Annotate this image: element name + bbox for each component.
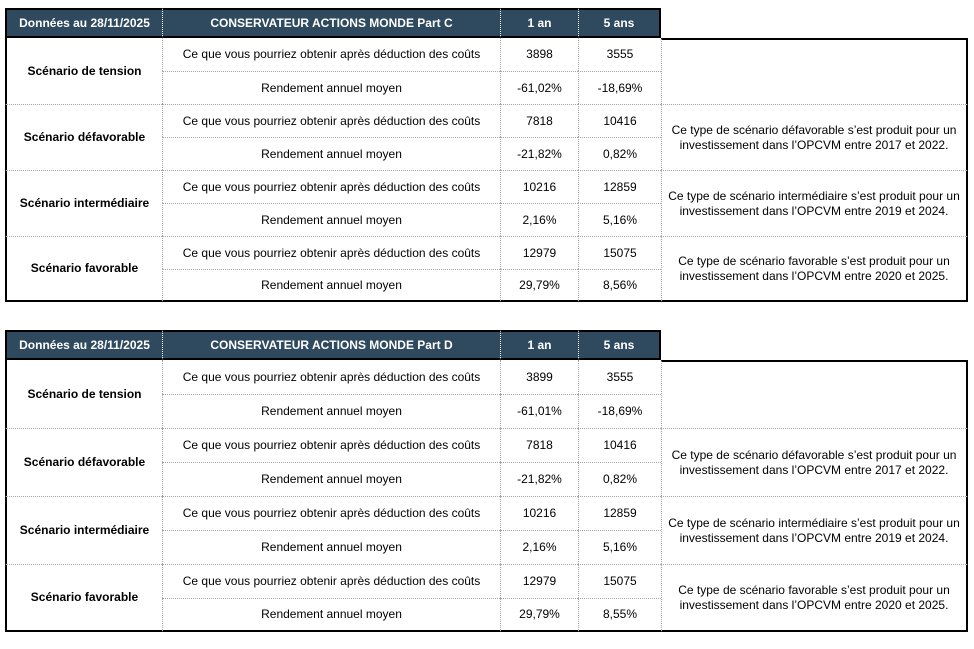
payout-5y-value: 3555 [578, 38, 661, 71]
return-5y-value: -18,69% [578, 71, 661, 104]
payout-after-costs-label: Ce que vous pourriez obtenir après déduc… [162, 496, 500, 530]
payout-1y-value: 12979 [500, 236, 578, 269]
return-1y-value: 29,79% [500, 598, 578, 632]
return-1y-value: 29,79% [500, 269, 578, 302]
payout-1y-value: 10216 [500, 496, 578, 530]
return-5y-value: 8,56% [578, 269, 661, 302]
return-5y-value: 8,55% [578, 598, 661, 632]
scenario-note: Ce type de scénario favorable s’est prod… [661, 564, 968, 632]
return-5y-value: 0,82% [578, 462, 661, 496]
average-return-label: Rendement annuel moyen [162, 203, 500, 236]
payout-after-costs-label: Ce que vous pourriez obtenir après déduc… [162, 564, 500, 598]
fund-name-header: CONSERVATEUR ACTIONS MONDE Part D [162, 330, 500, 360]
payout-1y-value: 10216 [500, 170, 578, 203]
payout-after-costs-label: Ce que vous pourriez obtenir après déduc… [162, 170, 500, 203]
scenario-name: Scénario de tension [5, 360, 162, 428]
average-return-label: Rendement annuel moyen [162, 137, 500, 170]
payout-5y-value: 15075 [578, 236, 661, 269]
header-spacer [661, 8, 968, 38]
payout-5y-value: 10416 [578, 428, 661, 462]
scenario-note: Ce type de scénario intermédiaire s’est … [661, 496, 968, 564]
return-1y-value: -61,01% [500, 394, 578, 428]
performance-scenarios-table-part-d: Données au 28/11/2025 CONSERVATEUR ACTIO… [5, 330, 968, 632]
scenario-name: Scénario favorable [5, 564, 162, 632]
col-header-1-year: 1 an [500, 330, 578, 360]
scenario-note [661, 38, 968, 104]
data-date-header: Données au 28/11/2025 [5, 330, 162, 360]
scenario-name: Scénario défavorable [5, 428, 162, 496]
payout-after-costs-label: Ce que vous pourriez obtenir après déduc… [162, 104, 500, 137]
return-1y-value: -21,82% [500, 137, 578, 170]
scenario-note: Ce type de scénario défavorable s’est pr… [661, 104, 968, 170]
scenario-note: Ce type de scénario favorable s’est prod… [661, 236, 968, 302]
average-return-label: Rendement annuel moyen [162, 462, 500, 496]
payout-5y-value: 10416 [578, 104, 661, 137]
payout-after-costs-label: Ce que vous pourriez obtenir après déduc… [162, 360, 500, 394]
payout-5y-value: 15075 [578, 564, 661, 598]
average-return-label: Rendement annuel moyen [162, 530, 500, 564]
return-1y-value: 2,16% [500, 203, 578, 236]
scenario-note: Ce type de scénario défavorable s’est pr… [661, 428, 968, 496]
col-header-5-years: 5 ans [578, 8, 661, 38]
payout-after-costs-label: Ce que vous pourriez obtenir après déduc… [162, 236, 500, 269]
scenario-note [661, 360, 968, 428]
scenario-name: Scénario défavorable [5, 104, 162, 170]
payout-after-costs-label: Ce que vous pourriez obtenir après déduc… [162, 428, 500, 462]
fund-name-header: CONSERVATEUR ACTIONS MONDE Part C [162, 8, 500, 38]
return-5y-value: -18,69% [578, 394, 661, 428]
col-header-1-year: 1 an [500, 8, 578, 38]
performance-scenarios-table-part-c: Données au 28/11/2025 CONSERVATEUR ACTIO… [5, 8, 968, 302]
payout-5y-value: 3555 [578, 360, 661, 394]
payout-after-costs-label: Ce que vous pourriez obtenir après déduc… [162, 38, 500, 71]
payout-1y-value: 12979 [500, 564, 578, 598]
scenario-name: Scénario favorable [5, 236, 162, 302]
payout-1y-value: 3898 [500, 38, 578, 71]
average-return-label: Rendement annuel moyen [162, 269, 500, 302]
return-1y-value: -61,02% [500, 71, 578, 104]
return-5y-value: 5,16% [578, 530, 661, 564]
return-1y-value: 2,16% [500, 530, 578, 564]
payout-5y-value: 12859 [578, 496, 661, 530]
average-return-label: Rendement annuel moyen [162, 394, 500, 428]
return-5y-value: 5,16% [578, 203, 661, 236]
payout-1y-value: 3899 [500, 360, 578, 394]
scenario-note: Ce type de scénario intermédiaire s’est … [661, 170, 968, 236]
average-return-label: Rendement annuel moyen [162, 71, 500, 104]
payout-1y-value: 7818 [500, 428, 578, 462]
payout-5y-value: 12859 [578, 170, 661, 203]
scenario-name: Scénario intermédiaire [5, 496, 162, 564]
scenario-name: Scénario de tension [5, 38, 162, 104]
payout-1y-value: 7818 [500, 104, 578, 137]
return-5y-value: 0,82% [578, 137, 661, 170]
scenario-name: Scénario intermédiaire [5, 170, 162, 236]
data-date-header: Données au 28/11/2025 [5, 8, 162, 38]
header-spacer [661, 330, 968, 360]
col-header-5-years: 5 ans [578, 330, 661, 360]
average-return-label: Rendement annuel moyen [162, 598, 500, 632]
return-1y-value: -21,82% [500, 462, 578, 496]
